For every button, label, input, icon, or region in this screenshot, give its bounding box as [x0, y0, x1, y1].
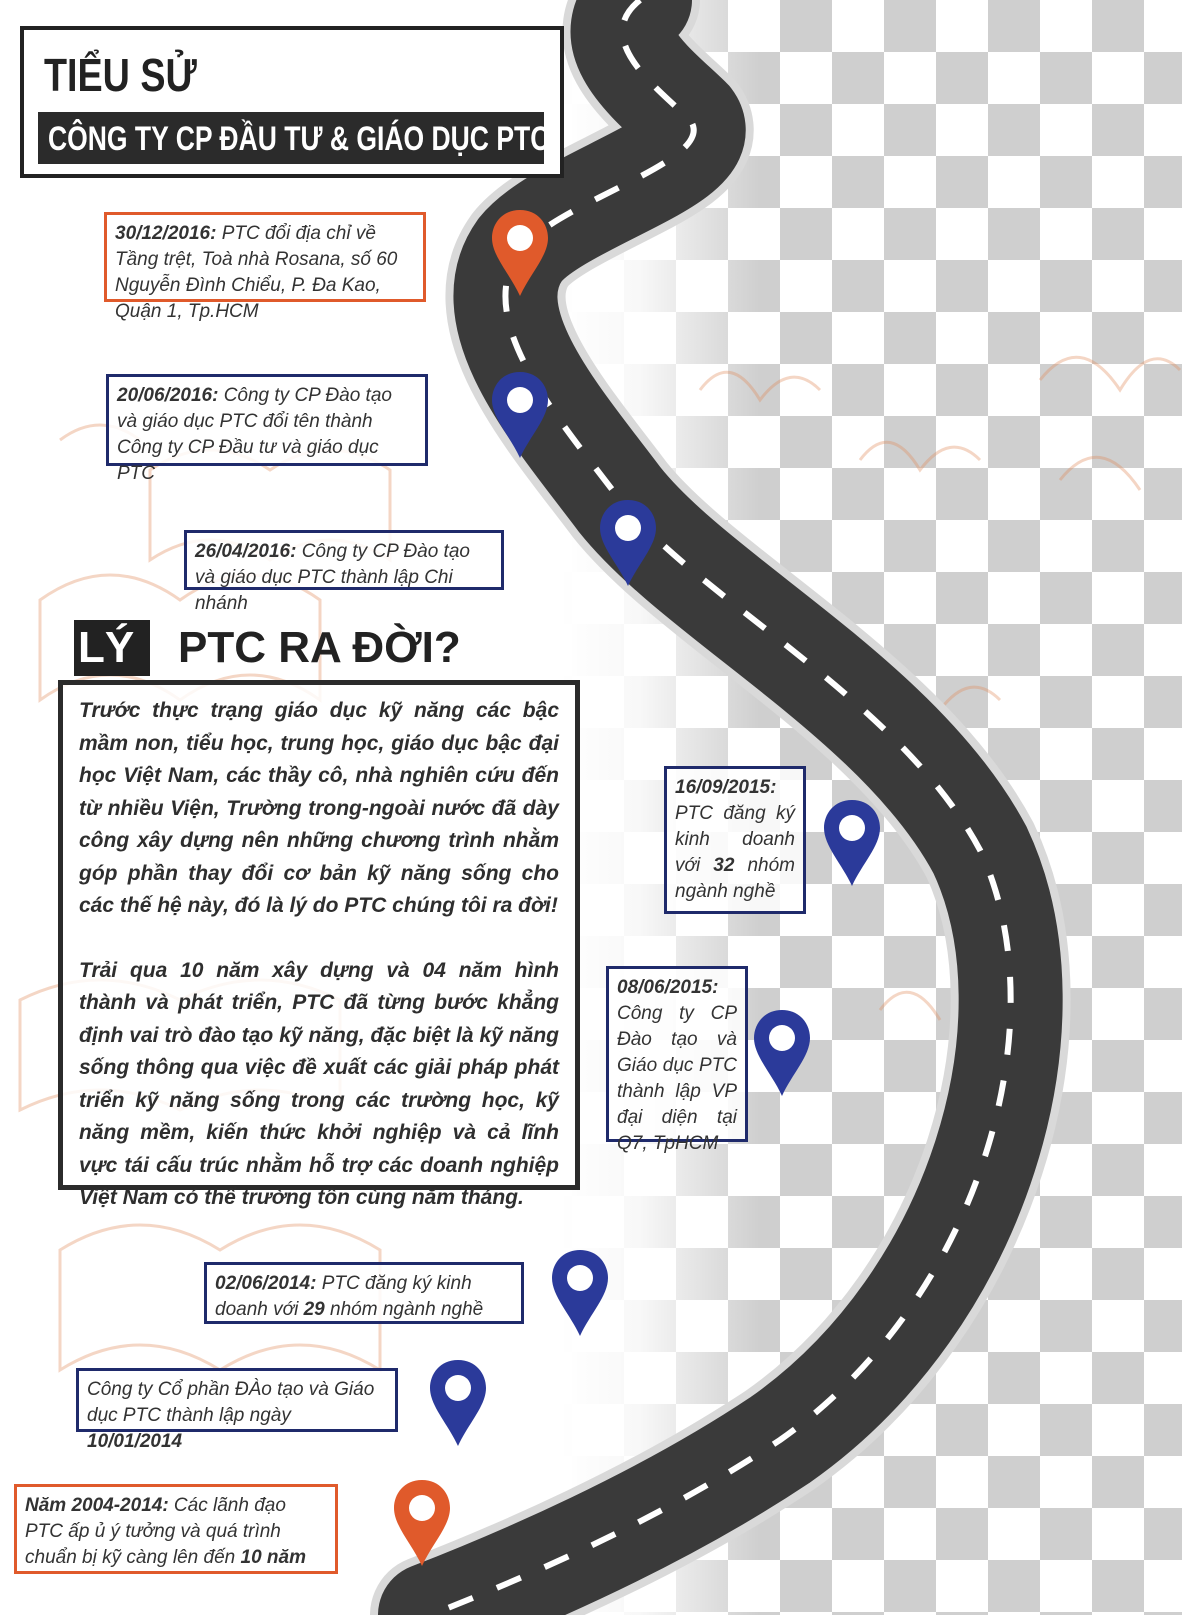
timeline-event: Công ty Cổ phần ĐÀo tạo và Giáo dục PTC …: [76, 1368, 398, 1452]
reason-heading-light: PTC RA ĐỜI?: [178, 623, 461, 672]
event-text: PTC đăng ký kinh doanh với: [675, 803, 795, 876]
header-box: TIỂU SỬ CÔNG TY CP ĐẦU TƯ & GIÁO DỤC PTC: [20, 26, 564, 178]
map-pin-icon: [430, 1360, 486, 1446]
timeline-event: 20/06/2016: Công ty CP Đào tạo và giáo d…: [106, 374, 428, 484]
event-text: nhóm ngành nghề: [324, 1299, 484, 1320]
event-number: 29: [303, 1299, 325, 1320]
map-pin-icon: [394, 1480, 450, 1566]
map-pin-icon: [754, 1010, 810, 1096]
event-number: 10 năm: [240, 1547, 306, 1568]
event-date: 16/09/2015:: [675, 777, 777, 798]
reason-box: Trước thực trạng giáo dục kỹ năng các bậ…: [58, 680, 580, 1209]
reason-paragraph: Trước thực trạng giáo dục kỹ năng các bậ…: [79, 699, 559, 917]
event-text: PTC đăng ký kinh doanh với: [215, 1273, 472, 1320]
map-pin-icon: [492, 210, 548, 296]
timeline-event: Năm 2004-2014: Các lãnh đạo PTC ấp ủ ý t…: [14, 1484, 338, 1574]
subtitle-bar: CÔNG TY CP ĐẦU TƯ & GIÁO DỤC PTC: [38, 112, 549, 164]
event-date: 30/12/2016:: [115, 223, 217, 244]
event-date: 02/06/2014:: [215, 1273, 317, 1294]
event-text: PTC đổi địa chỉ về Tầng trệt, Toà nhà Ro…: [115, 223, 398, 322]
timeline-event: 16/09/2015: PTC đăng ký kinh doanh với 3…: [664, 766, 806, 914]
event-text: Công ty Cổ phần ĐÀo tạo và Giáo dục PTC …: [87, 1379, 375, 1426]
map-pin-icon: [824, 800, 880, 886]
page-title: TIỂU SỬ: [44, 49, 197, 101]
event-date: 08/06/2015:: [617, 977, 719, 998]
timeline-event: 26/04/2016: Công ty CP Đào tạo và giáo d…: [184, 530, 504, 614]
timeline-event: 02/06/2014: PTC đăng ký kinh doanh với 2…: [204, 1262, 524, 1324]
page-subtitle: CÔNG TY CP ĐẦU TƯ & GIÁO DỤC PTC: [48, 120, 550, 158]
event-date: 26/04/2016:: [195, 541, 297, 562]
timeline-event: 30/12/2016: PTC đổi địa chỉ về Tầng trệt…: [104, 212, 426, 322]
map-pin-icon: [552, 1250, 608, 1336]
reason-paragraph: Trải qua 10 năm xây dựng và 04 năm hình …: [79, 958, 559, 1210]
event-text: Công ty CP Đào tạo và giáo dục PTC đổi t…: [117, 385, 392, 484]
event-date: 20/06/2016:: [117, 385, 219, 406]
event-date: Năm 2004-2014:: [25, 1495, 169, 1516]
road-center-line: [428, 0, 1014, 1615]
event-text: Công ty CP Đào tạo và giáo dục PTC thành…: [195, 541, 470, 614]
event-text: Các lãnh đạo PTC ấp ủ ý tưởng và quá trì…: [25, 1495, 286, 1568]
timeline-event: 08/06/2015: Công ty CP Đào tạo và Giáo d…: [606, 966, 748, 1154]
event-text: Công ty CP Đào tạo và Giáo dục PTC thành…: [617, 1003, 737, 1154]
event-number: 10/01/2014: [87, 1431, 183, 1452]
reason-heading-dark: LÝ DO: [74, 620, 150, 728]
map-pin-icon: [492, 372, 548, 458]
map-pin-icon: [600, 500, 656, 586]
event-number: 32: [713, 855, 735, 876]
event-text: nhóm ngành nghề: [675, 855, 795, 902]
